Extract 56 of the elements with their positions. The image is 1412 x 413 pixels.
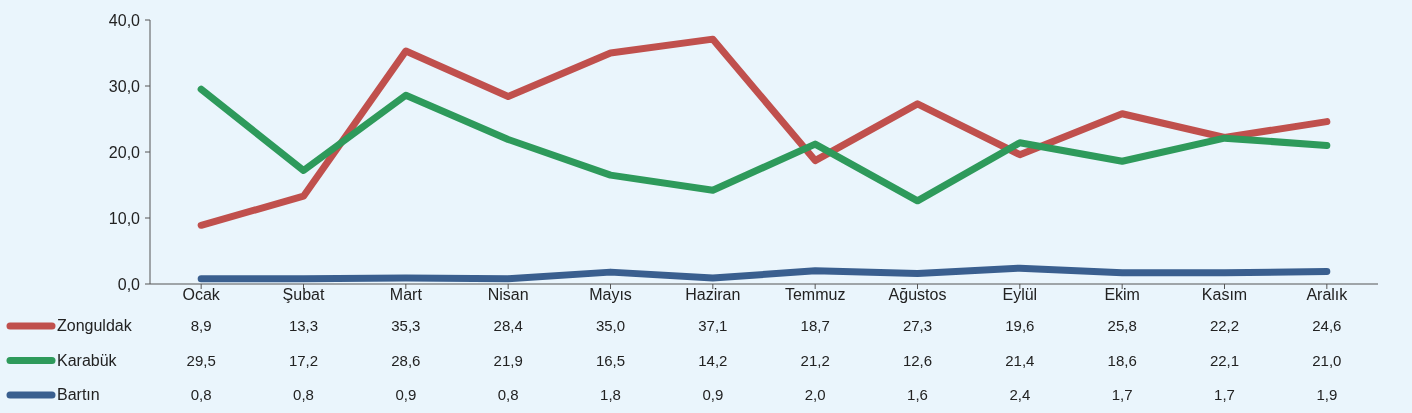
data-label: 0,9 — [395, 386, 417, 403]
y-tick-label: 20,0 — [108, 143, 141, 161]
y-tick-label: 40,0 — [108, 11, 141, 29]
data-label: 24,6 — [1312, 317, 1342, 334]
data-label: 25,8 — [1107, 317, 1137, 334]
x-tick-label: Nisan — [487, 286, 529, 303]
x-tick-label: Eylül — [1002, 286, 1038, 303]
data-label: 21,9 — [493, 351, 523, 369]
data-label: 18,7 — [800, 317, 830, 334]
data-label: 12,6 — [902, 351, 933, 369]
data-label: 16,5 — [595, 351, 626, 369]
data-label: 1,8 — [600, 386, 621, 403]
data-label: 17,2 — [288, 351, 319, 369]
data-label: 0,8 — [190, 386, 212, 403]
data-label: 1,7 — [1214, 386, 1235, 403]
data-label: 2,0 — [804, 386, 826, 403]
x-tick-label: Temmuz — [784, 286, 846, 303]
data-label: 35,3 — [391, 317, 421, 334]
data-label: 28,4 — [493, 317, 523, 334]
x-tick-label: Mayıs — [589, 286, 632, 303]
legend-label: Karabük — [57, 351, 118, 369]
data-label: 28,6 — [391, 351, 421, 369]
data-label: 21,4 — [1005, 351, 1035, 369]
y-tick-label: 30,0 — [108, 77, 141, 95]
data-label: 1,6 — [907, 386, 928, 403]
x-tick-label: Haziran — [685, 286, 741, 303]
y-tick-label: 10,0 — [108, 209, 141, 227]
data-label: 13,3 — [288, 317, 319, 334]
x-tick-label: Ocak — [182, 286, 221, 303]
data-label: 22,1 — [1209, 351, 1240, 369]
x-tick-label: Ağustos — [888, 286, 947, 303]
data-label: 29,5 — [186, 351, 216, 369]
legend-label: Bartın — [57, 386, 100, 403]
y-tick-label: 0,0 — [117, 275, 141, 293]
data-label: 19,6 — [1005, 317, 1035, 334]
data-label: 0,8 — [497, 386, 519, 403]
data-label: 22,2 — [1209, 317, 1240, 334]
x-tick-label: Mart — [389, 286, 423, 303]
data-label: 21,0 — [1312, 351, 1342, 369]
data-label: 18,6 — [1107, 351, 1137, 369]
data-label: 27,3 — [902, 317, 933, 334]
data-label: 37,1 — [698, 317, 728, 334]
x-tick-label: Ekim — [1104, 286, 1140, 303]
data-label: 0,8 — [293, 386, 314, 403]
data-label: 35,0 — [595, 317, 626, 334]
legend-label: Zonguldak — [57, 317, 133, 334]
x-tick-label: Şubat — [282, 286, 325, 303]
data-label: 14,2 — [698, 351, 728, 369]
data-label: 1,7 — [1111, 386, 1133, 403]
data-label: 0,9 — [702, 386, 724, 403]
x-tick-label: Aralık — [1306, 286, 1349, 303]
data-label: 2,4 — [1009, 386, 1031, 403]
x-tick-label: Kasım — [1201, 286, 1248, 303]
data-label: 8,9 — [190, 317, 212, 334]
data-label: 21,2 — [800, 351, 830, 369]
data-label: 1,9 — [1316, 386, 1338, 403]
